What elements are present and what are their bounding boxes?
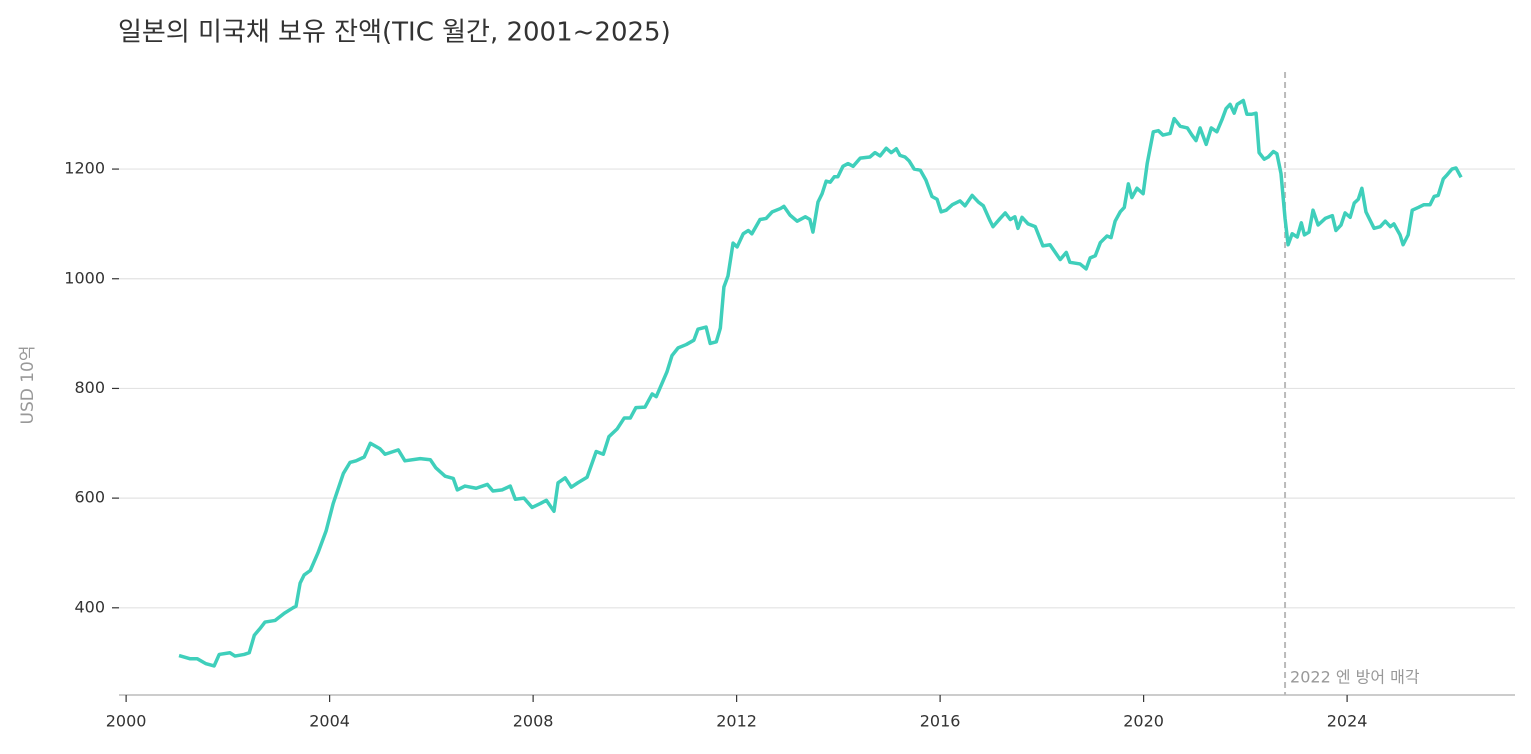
y-tick-label: 1000 <box>64 268 105 287</box>
x-tick-label: 2000 <box>106 712 147 731</box>
x-tick-label: 2008 <box>513 712 554 731</box>
y-tick-label: 1200 <box>64 159 105 178</box>
x-tick-label: 2024 <box>1327 712 1368 731</box>
x-tick-label: 2016 <box>920 712 961 731</box>
x-tick-label: 2004 <box>309 712 350 731</box>
y-axis-label: USD 10억 <box>18 346 38 425</box>
y-tick-label: 400 <box>74 597 105 616</box>
data-line <box>178 98 1463 668</box>
annotation-label: 2022 엔 방어 매각 <box>1290 668 1420 687</box>
y-tick-label: 600 <box>74 488 105 507</box>
x-tick-label: 2012 <box>716 712 757 731</box>
chart-title: 일본의 미국채 보유 잔액(TIC 월간, 2001~2025) <box>118 18 671 48</box>
x-tick-label: 2020 <box>1123 712 1164 731</box>
y-tick-label: 800 <box>74 378 105 397</box>
